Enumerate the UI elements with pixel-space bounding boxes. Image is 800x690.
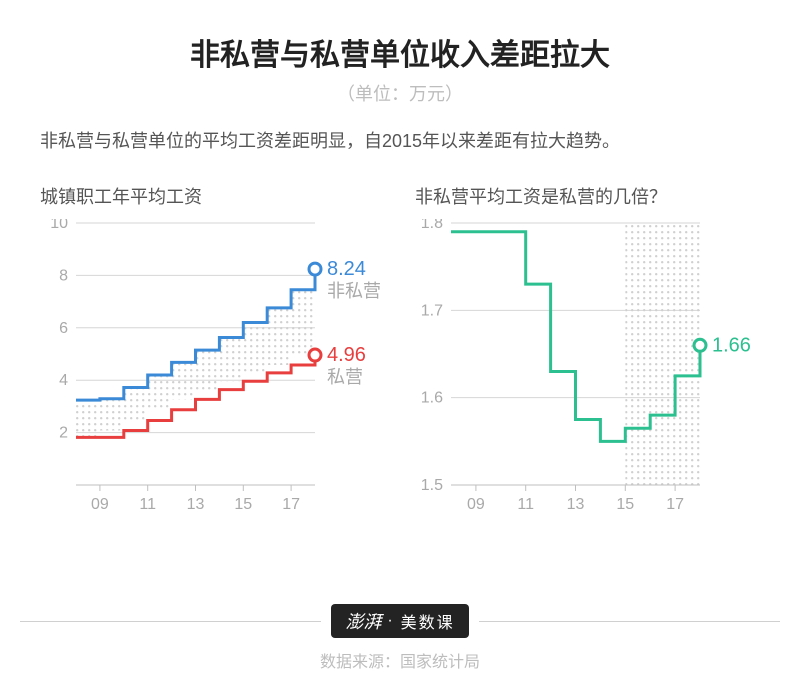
- end-value-label: 1.66: [712, 334, 751, 356]
- left-chart: 城镇职工年平均工资 2 4 6 8 10 8.24非私营 4.96私营 09 11 13 15 17: [40, 183, 385, 519]
- right-chart-title: 非私营平均工资是私营的几倍？: [415, 183, 760, 209]
- right-chart: 非私营平均工资是私营的几倍？ 1.51.61.71.81.66091113151…: [415, 183, 760, 519]
- x-tick-label: 11: [139, 496, 156, 513]
- x-tick-label: 09: [467, 496, 485, 513]
- x-tick-label: 17: [666, 496, 684, 513]
- left-chart-title: 城镇职工年平均工资: [40, 183, 385, 209]
- brand-pill: 澎湃 · 美数课: [331, 604, 468, 638]
- y-tick-label: 2: [59, 425, 68, 442]
- description: 非私营与私营单位的平均工资差距明显，自2015年以来差距有拉大趋势。: [40, 128, 760, 155]
- y-tick-label: 6: [59, 320, 68, 337]
- end-marker: [309, 263, 321, 275]
- end-marker: [309, 349, 321, 361]
- series-label: 非私营: [327, 281, 381, 301]
- brand-left: 澎湃: [345, 608, 381, 634]
- y-tick-label: 1.5: [421, 477, 443, 494]
- left-chart-canvas: 2 4 6 8 10 8.24非私营 4.96私营 09 11 13 15 17: [40, 219, 385, 519]
- x-tick-label: 17: [282, 496, 300, 513]
- charts-row: 城镇职工年平均工资 2468108.24非私营4.96私营0911131517 …: [40, 183, 760, 519]
- brand-right: 美数课: [401, 609, 455, 633]
- x-tick-label: 11: [517, 496, 534, 513]
- y-tick-label: 1.7: [421, 302, 443, 319]
- x-tick-label: 15: [234, 496, 252, 513]
- unit-label: （单位：万元）: [0, 80, 800, 106]
- source-text: 数据来源：国家统计局: [0, 648, 800, 672]
- y-tick-label: 10: [50, 219, 68, 232]
- y-tick-label: 1.8: [421, 219, 443, 232]
- end-marker: [694, 339, 706, 351]
- x-tick-label: 13: [567, 496, 585, 513]
- page-title: 非私营与私营单位收入差距拉大: [0, 0, 800, 74]
- x-tick-label: 13: [187, 496, 205, 513]
- footer: 澎湃 · 美数课 数据来源：国家统计局: [0, 604, 800, 672]
- end-value-label: 4.96: [327, 344, 366, 366]
- y-tick-label: 4: [59, 372, 68, 389]
- series-label: 私营: [327, 367, 363, 387]
- end-value-label: 8.24: [327, 258, 366, 280]
- brand-sep: ·: [387, 612, 394, 630]
- y-tick-label: 1.6: [421, 390, 443, 407]
- y-tick-label: 8: [59, 267, 68, 284]
- x-tick-label: 15: [616, 496, 634, 513]
- brand-band: 澎湃 · 美数课: [20, 604, 780, 638]
- x-tick-label: 09: [91, 496, 109, 513]
- right-chart-canvas: 1.5 1.6 1.7 1.8 1.66 09 11 13 15 17: [415, 219, 760, 519]
